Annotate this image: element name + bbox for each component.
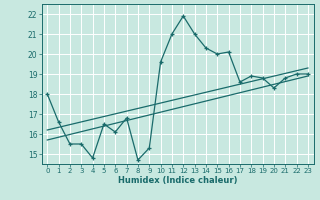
X-axis label: Humidex (Indice chaleur): Humidex (Indice chaleur) [118, 176, 237, 185]
